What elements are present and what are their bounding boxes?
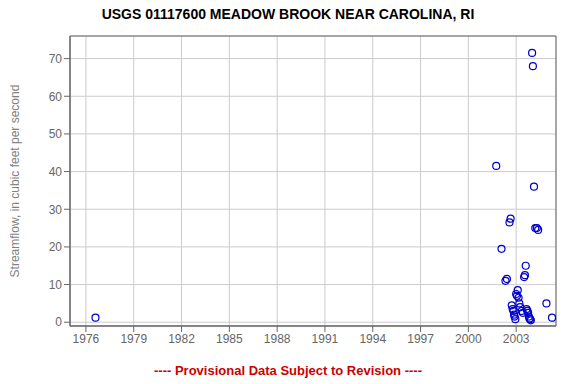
svg-text:50: 50 <box>49 127 63 141</box>
html-text:USGS 01117600 MEADOW BROOK NEA: USGS 01117600 MEADOW BROOK NEAR CAROLINA… <box>101 6 475 22</box>
svg-text:1997: 1997 <box>407 332 434 346</box>
svg-text:20: 20 <box>49 240 63 254</box>
svg-text:1991: 1991 <box>312 332 339 346</box>
svg-text:1976: 1976 <box>73 332 100 346</box>
svg-text:0: 0 <box>55 315 62 329</box>
svg-text:10: 10 <box>49 278 63 292</box>
svg-text:60: 60 <box>49 90 63 104</box>
svg-text:70: 70 <box>49 52 63 66</box>
svg-text:1979: 1979 <box>120 332 147 346</box>
svg-text:40: 40 <box>49 165 63 179</box>
svg-text:2003: 2003 <box>503 332 530 346</box>
svg-text:Streamflow, in cubic feet per: Streamflow, in cubic feet per second <box>8 85 22 278</box>
svg-text:1982: 1982 <box>168 332 195 346</box>
svg-text:1994: 1994 <box>359 332 386 346</box>
svg-text:1985: 1985 <box>216 332 243 346</box>
svg-text:30: 30 <box>49 203 63 217</box>
html-text:---- Provisional Data Subject: ---- Provisional Data Subject to Revisio… <box>154 363 422 378</box>
svg-text:2000: 2000 <box>455 332 482 346</box>
svg-text:1988: 1988 <box>264 332 291 346</box>
